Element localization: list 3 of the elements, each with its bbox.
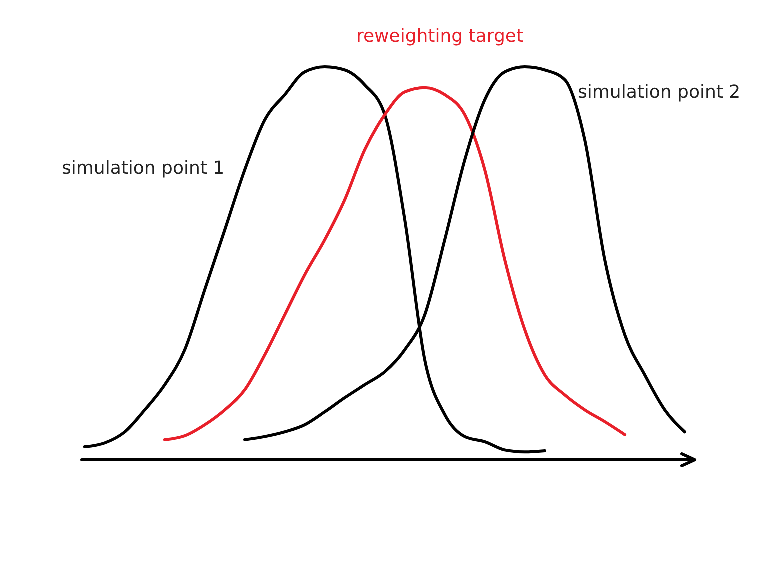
series-label: simulation point 2 [578, 82, 741, 103]
text: reweighting target [356, 26, 524, 47]
series-label: simulation point 1 [62, 158, 225, 179]
